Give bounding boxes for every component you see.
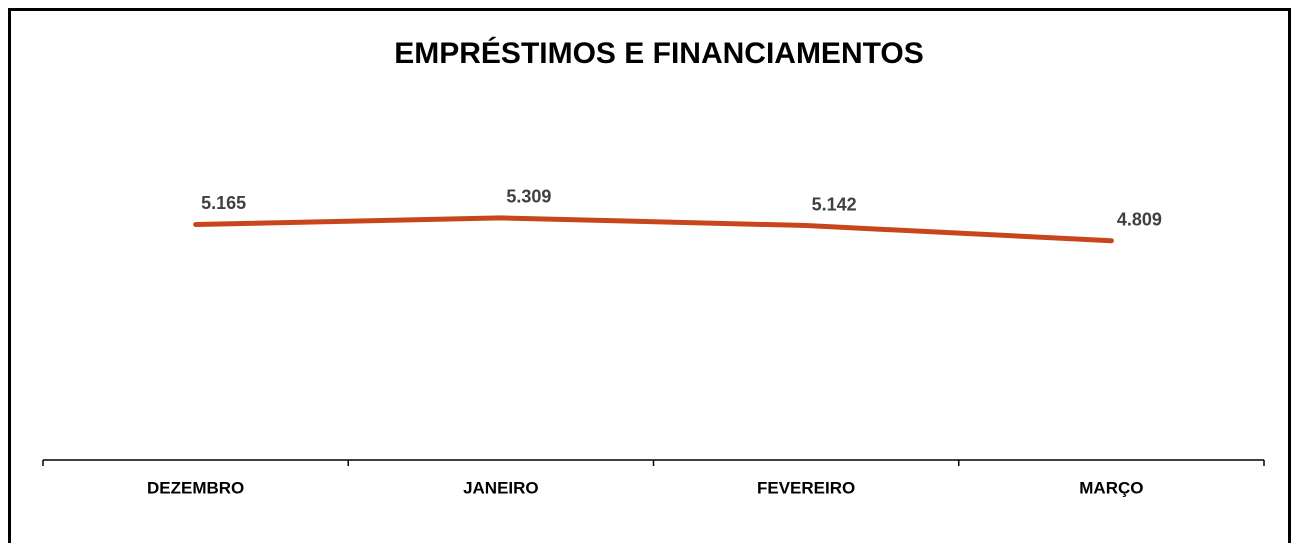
x-tick-label: DEZEMBRO bbox=[147, 478, 244, 497]
data-label: 5.309 bbox=[506, 187, 551, 207]
data-label: 5.165 bbox=[201, 193, 246, 213]
x-tick-label: MARÇO bbox=[1079, 478, 1143, 497]
x-tick-label: FEVEREIRO bbox=[757, 478, 855, 497]
x-tick-label: JANEIRO bbox=[463, 478, 539, 497]
chart-title: EMPRÉSTIMOS E FINANCIAMENTOS bbox=[394, 36, 923, 70]
data-label: 5.142 bbox=[812, 194, 857, 214]
line bbox=[193, 215, 1114, 244]
data-label: 4.809 bbox=[1117, 209, 1162, 229]
chart-frame bbox=[8, 8, 1291, 543]
